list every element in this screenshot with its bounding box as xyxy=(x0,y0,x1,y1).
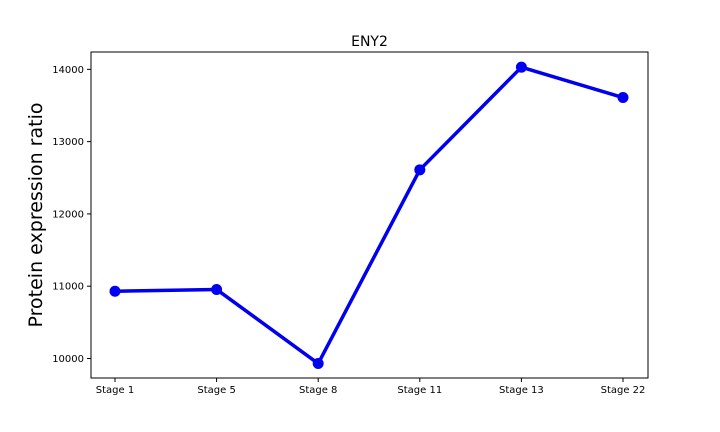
data-point xyxy=(109,285,121,297)
plot-frame xyxy=(90,51,649,379)
x-tick-label: Stage 5 xyxy=(197,385,235,396)
series-line xyxy=(114,65,624,366)
series-layer xyxy=(109,61,629,370)
y-tick-label: 14000 xyxy=(52,65,84,76)
x-axis: Stage 1 Stage 5 Stage 8 Stage 11 Stage 13 Sta… xyxy=(96,378,646,396)
y-tick-label: 10000 xyxy=(52,354,84,365)
data-point xyxy=(211,283,223,295)
data-point xyxy=(312,358,324,370)
x-tick-label: Stage 22 xyxy=(601,385,646,396)
y-axis-label: Protein expression ratio xyxy=(25,103,47,328)
y-tick-label: 11000 xyxy=(52,282,84,293)
x-tick-label: Stage 13 xyxy=(499,385,544,396)
y-axis: 10000 11000 12000 13000 14000 xyxy=(52,65,91,365)
data-point xyxy=(617,92,629,104)
x-tick-label: Stage 11 xyxy=(397,385,442,396)
y-tick-label: 13000 xyxy=(52,137,84,148)
data-point xyxy=(414,164,426,176)
chart-title: ENY2 xyxy=(351,34,388,50)
data-point xyxy=(515,61,527,73)
y-tick-label: 12000 xyxy=(52,209,84,220)
x-tick-label: Stage 1 xyxy=(96,385,134,396)
x-tick-label: Stage 8 xyxy=(299,385,337,396)
